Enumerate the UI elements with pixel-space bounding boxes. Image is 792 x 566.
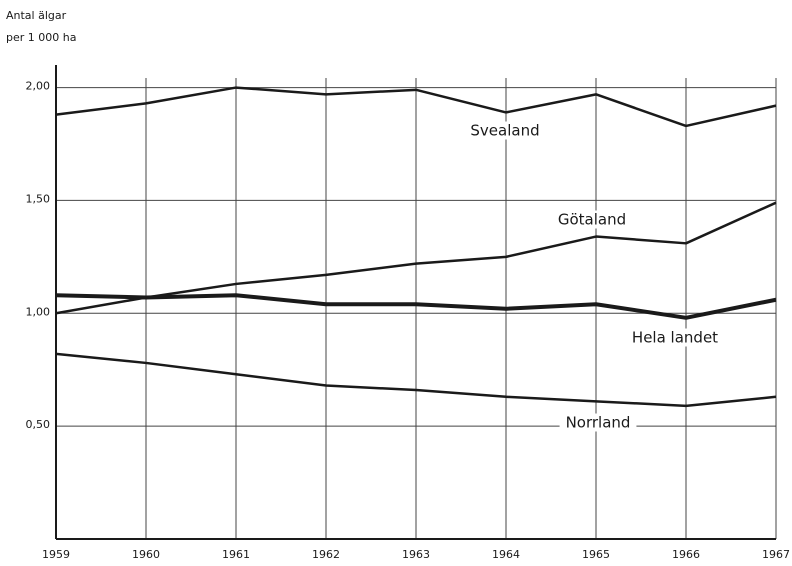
series-label: Svealand (470, 122, 539, 140)
x-tick-label: 1965 (582, 548, 610, 561)
series-label: Hela landet (632, 329, 718, 347)
x-tick-label: 1963 (402, 548, 430, 561)
y-axis-label: per 1 000 ha (6, 31, 76, 44)
y-tick-label: 2,00 (26, 80, 51, 93)
y-tick-label: 1,00 (26, 305, 51, 318)
y-tick-label: 1,50 (26, 192, 51, 205)
y-axis-label: Antal älgar (6, 9, 67, 22)
label-background (551, 210, 633, 229)
series-label: Götaland (558, 211, 626, 229)
label-background (464, 121, 546, 140)
series-line (55, 293, 777, 320)
series-line (55, 201, 777, 315)
label-background (559, 413, 637, 432)
label-background (625, 328, 725, 347)
series-line (55, 86, 777, 128)
series-label: Norrland (566, 414, 631, 432)
x-tick-label: 1962 (312, 548, 340, 561)
x-tick-label: 1959 (42, 548, 70, 561)
series-line (55, 352, 777, 408)
y-tick-label: 0,50 (26, 418, 51, 431)
x-tick-label: 1961 (222, 548, 250, 561)
x-tick-label: 1967 (762, 548, 790, 561)
x-tick-label: 1964 (492, 548, 520, 561)
x-tick-label: 1960 (132, 548, 160, 561)
x-tick-label: 1966 (672, 548, 700, 561)
